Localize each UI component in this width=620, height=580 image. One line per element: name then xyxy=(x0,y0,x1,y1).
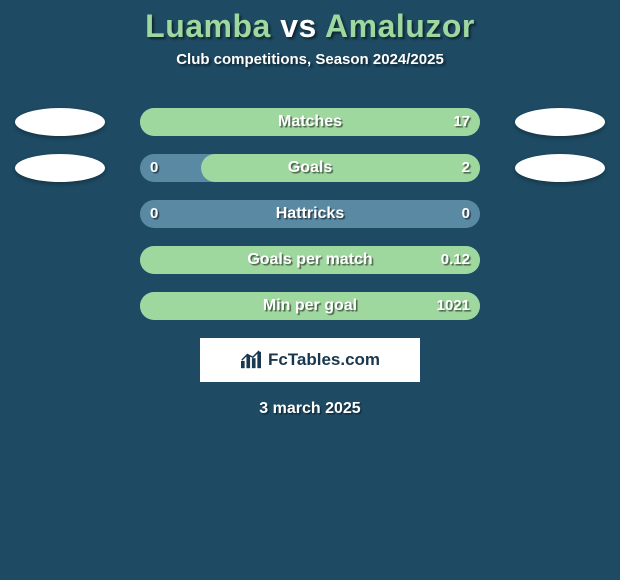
stat-bar: Matches17 xyxy=(140,108,480,136)
stat-row: Min per goal1021 xyxy=(0,292,620,320)
stat-bar: Goals per match0.12 xyxy=(140,246,480,274)
left-badge xyxy=(15,108,105,136)
stats-block: Matches17Goals02Hattricks00Goals per mat… xyxy=(0,108,620,320)
stat-value-right: 17 xyxy=(453,108,470,136)
stat-label: Goals xyxy=(140,154,480,182)
stat-label: Goals per match xyxy=(140,246,480,274)
subtitle: Club competitions, Season 2024/2025 xyxy=(0,51,620,68)
page-title: Luamba vs Amaluzor xyxy=(0,8,620,45)
stat-value-right: 2 xyxy=(462,154,470,182)
stat-label: Hattricks xyxy=(140,200,480,228)
stat-value-right: 0.12 xyxy=(441,246,470,274)
right-badge xyxy=(515,154,605,182)
stat-label: Min per goal xyxy=(140,292,480,320)
date-label: 3 march 2025 xyxy=(0,400,620,418)
stat-value-right: 1021 xyxy=(437,292,470,320)
left-badge xyxy=(15,154,105,182)
fctables-badge: FcTables.com xyxy=(200,338,420,382)
stat-row: Goals0 2 xyxy=(0,154,620,182)
title-player2: Amaluzor xyxy=(325,8,475,44)
stat-label: Matches xyxy=(140,108,480,136)
stat-bar: Hattricks0 0 xyxy=(140,200,480,228)
stat-bar: Goals0 2 xyxy=(140,154,480,182)
stat-value-left: 0 xyxy=(150,200,158,228)
fctables-text: FcTables.com xyxy=(268,350,380,370)
title-player1: Luamba xyxy=(145,8,271,44)
right-badge xyxy=(515,108,605,136)
bars-icon xyxy=(240,350,262,370)
stat-row: Hattricks0 0 xyxy=(0,200,620,228)
stat-row: Goals per match0.12 xyxy=(0,246,620,274)
stat-bar: Min per goal1021 xyxy=(140,292,480,320)
card: Luamba vs Amaluzor Club competitions, Se… xyxy=(0,0,620,580)
stat-row: Matches17 xyxy=(0,108,620,136)
stat-value-right: 0 xyxy=(462,200,470,228)
title-vs: vs xyxy=(280,8,317,44)
stat-value-left: 0 xyxy=(150,154,158,182)
